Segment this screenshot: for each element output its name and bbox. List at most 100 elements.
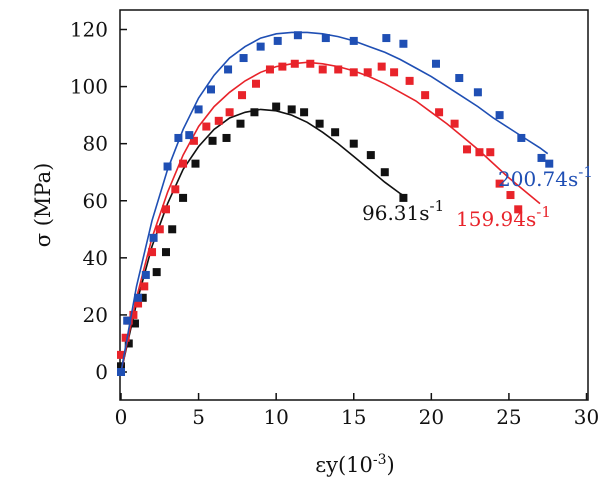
data-point [124, 339, 133, 348]
data-point [251, 79, 260, 88]
data-point [450, 119, 459, 128]
data-point [149, 233, 158, 242]
data-point [140, 282, 149, 291]
data-point [306, 59, 315, 68]
data-point [179, 159, 188, 168]
data-point [431, 59, 440, 68]
series-label-0: 96.31s-1 [362, 197, 444, 225]
data-point [273, 36, 282, 45]
data-point [495, 179, 504, 188]
data-point [315, 119, 324, 128]
series-2 [117, 31, 554, 376]
data-point [121, 333, 130, 342]
data-point [278, 62, 287, 71]
x-tick-label: 0 [115, 405, 128, 429]
data-point [179, 193, 188, 202]
x-axis-title-sup: -3 [373, 452, 387, 468]
series-label-sup: -1 [430, 197, 445, 215]
data-point [463, 145, 472, 154]
data-point [380, 168, 389, 177]
series-label-main: 159.94s [456, 207, 536, 231]
data-point [185, 131, 194, 140]
data-point [475, 148, 484, 157]
data-point [377, 62, 386, 71]
fit-line [120, 31, 549, 373]
data-point [163, 162, 172, 171]
series-label-sup: -1 [578, 163, 593, 181]
series-label-2: 200.74s-1 [498, 163, 593, 191]
series-label-main: 200.74s [498, 167, 578, 191]
y-tick-label: 0 [95, 360, 108, 384]
data-point [514, 205, 523, 214]
data-point [334, 65, 343, 74]
data-point [300, 108, 309, 117]
data-point [238, 91, 247, 100]
axes: 0 5 10 15 20 25 30 0 20 40 60 80 100 120 εy(10-3) σ (MP… [31, 9, 599, 477]
data-point [399, 39, 408, 48]
data-point [331, 128, 340, 137]
x-tick-label: 10 [263, 405, 288, 429]
data-point [287, 105, 296, 114]
y-tick-label: 40 [83, 246, 108, 270]
data-point [250, 108, 259, 117]
series-1 [117, 59, 541, 373]
data-point [239, 54, 248, 63]
x-tick-label: 30 [574, 405, 599, 429]
fit-line [120, 108, 406, 373]
data-point [473, 88, 482, 97]
data-point [349, 139, 358, 148]
data-point [225, 108, 234, 117]
data-point [141, 270, 150, 279]
data-point [208, 136, 217, 145]
data-point [349, 68, 358, 77]
data-point [399, 193, 408, 202]
data-point [206, 85, 215, 94]
data-point [236, 119, 245, 128]
data-point [421, 91, 430, 100]
series-label-main: 96.31s [362, 201, 430, 225]
x-tick-label: 25 [496, 405, 521, 429]
data-point [222, 133, 231, 142]
series-label-sup: -1 [536, 203, 551, 221]
data-point [545, 159, 554, 168]
data-point [318, 65, 327, 74]
data-point [202, 122, 211, 131]
x-axis-title-main: εy(10 [315, 453, 373, 477]
data-point [455, 74, 464, 83]
data-point [495, 111, 504, 120]
data-point [148, 248, 157, 257]
data-point [435, 108, 444, 117]
data-point [349, 36, 358, 45]
data-point [129, 310, 138, 319]
data-point [161, 205, 170, 214]
data-point [117, 350, 125, 359]
series-label-1: 159.94s-1 [456, 203, 551, 231]
data-point [155, 225, 164, 234]
y-tick-label: 60 [83, 189, 108, 213]
data-point [130, 319, 139, 328]
data-point [321, 34, 330, 43]
data-point [134, 299, 143, 308]
data-point [214, 116, 223, 125]
y-tick-label: 20 [83, 303, 108, 327]
data-point [272, 102, 281, 111]
x-tick-label: 5 [192, 405, 205, 429]
x-axis-title-end: ) [387, 453, 395, 477]
data-point [290, 59, 299, 68]
data-point [191, 159, 200, 168]
data-point [171, 185, 180, 194]
data-point [506, 191, 515, 200]
data-point [117, 368, 125, 376]
data-point [256, 42, 265, 51]
data-point [390, 68, 399, 77]
data-point [363, 68, 372, 77]
data-point [138, 293, 147, 302]
data-point [224, 65, 233, 74]
y-tick-label: 80 [83, 132, 108, 156]
y-tick-label: 120 [70, 18, 108, 42]
data-point [152, 268, 161, 277]
data-point [117, 362, 125, 371]
x-tick-label: 15 [341, 405, 366, 429]
